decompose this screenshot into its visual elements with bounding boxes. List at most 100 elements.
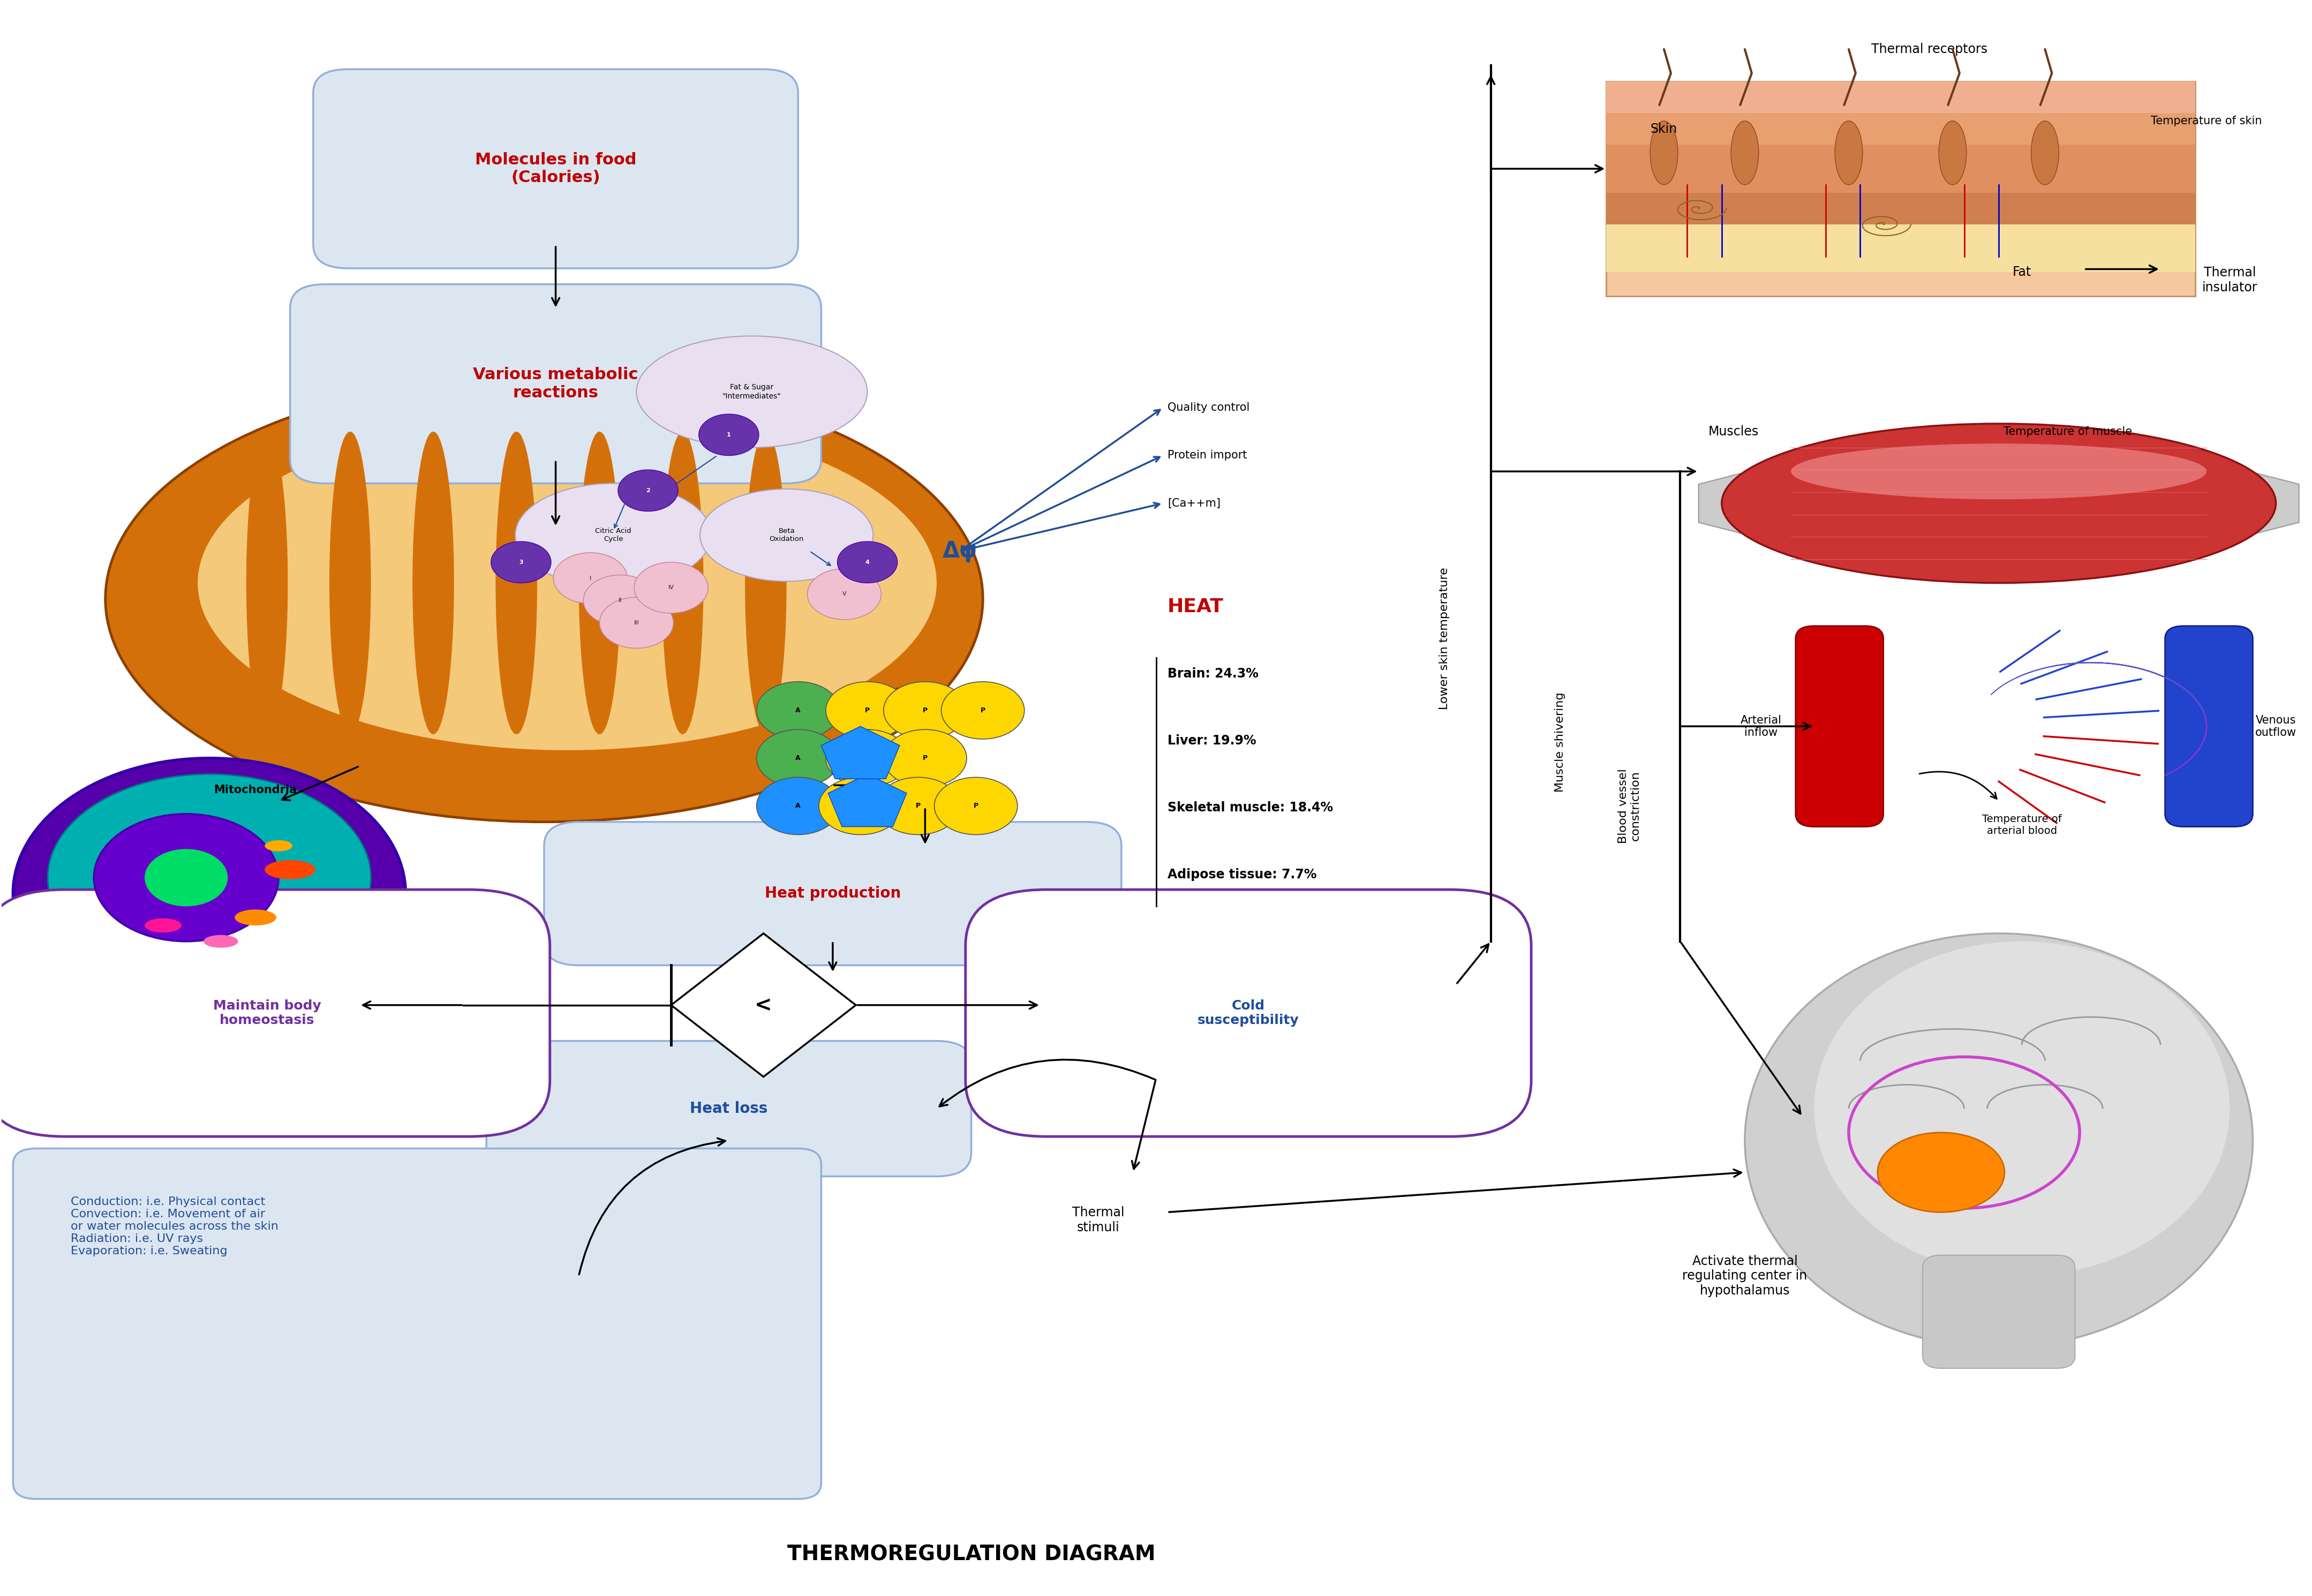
Circle shape [490, 541, 550, 583]
Text: Beta
Oxidation: Beta Oxidation [770, 528, 805, 543]
Ellipse shape [1746, 934, 2252, 1347]
Text: Δψ: Δψ [943, 539, 978, 562]
Polygon shape [1699, 463, 1780, 543]
Text: Temperature of muscle: Temperature of muscle [2005, 426, 2132, 437]
Text: Conduction: i.e. Physical contact
Convection: i.e. Movement of air
or water mole: Conduction: i.e. Physical contact Convec… [72, 1197, 277, 1256]
Ellipse shape [199, 415, 936, 750]
Text: Blood vessel
constriction: Blood vessel constriction [1618, 769, 1642, 843]
Text: Skin: Skin [1651, 123, 1679, 136]
Circle shape [876, 777, 959, 835]
Circle shape [583, 575, 657, 626]
Text: P: P [858, 803, 862, 809]
Ellipse shape [264, 839, 291, 851]
FancyBboxPatch shape [1607, 81, 2194, 297]
Ellipse shape [1722, 423, 2275, 583]
Ellipse shape [328, 431, 370, 734]
Text: Temperature of skin: Temperature of skin [2150, 115, 2261, 126]
FancyBboxPatch shape [2164, 626, 2252, 827]
Circle shape [883, 729, 966, 787]
Text: Brain: 24.3%: Brain: 24.3% [1168, 667, 1258, 680]
Text: II: II [620, 598, 622, 603]
Text: Heat loss: Heat loss [689, 1101, 768, 1116]
Text: Thermal receptors: Thermal receptors [1870, 43, 1988, 56]
Ellipse shape [701, 488, 874, 581]
Text: Heat production: Heat production [765, 886, 902, 902]
Text: Temperature of
arterial blood: Temperature of arterial blood [1981, 814, 2062, 836]
Text: III: III [633, 621, 638, 626]
FancyBboxPatch shape [1607, 145, 2194, 193]
Text: Molecules in food
(Calories): Molecules in food (Calories) [474, 152, 636, 185]
Circle shape [698, 413, 758, 455]
Text: Quality control: Quality control [1168, 402, 1251, 413]
Text: P: P [922, 707, 927, 713]
Circle shape [553, 552, 627, 603]
Circle shape [633, 562, 707, 613]
Text: [Ca++m]: [Ca++m] [1168, 498, 1221, 509]
Circle shape [14, 758, 405, 1029]
Ellipse shape [236, 910, 275, 926]
Polygon shape [828, 774, 906, 827]
Ellipse shape [106, 375, 983, 822]
Ellipse shape [2032, 121, 2058, 185]
Text: Liver: 19.9%: Liver: 19.9% [1168, 734, 1255, 747]
Text: A: A [795, 755, 800, 761]
Text: A: A [795, 803, 800, 809]
Ellipse shape [495, 431, 536, 734]
Ellipse shape [264, 860, 314, 879]
Circle shape [756, 729, 839, 787]
Ellipse shape [412, 431, 453, 734]
Text: Thermal
stimuli: Thermal stimuli [1073, 1207, 1124, 1234]
FancyBboxPatch shape [543, 822, 1121, 966]
Text: Thermal
insulator: Thermal insulator [2201, 267, 2257, 294]
Circle shape [818, 777, 902, 835]
Ellipse shape [1815, 942, 2229, 1275]
Text: 4: 4 [865, 560, 869, 565]
FancyBboxPatch shape [966, 889, 1531, 1136]
FancyBboxPatch shape [1607, 225, 2194, 273]
Text: Citric Acid
Cycle: Citric Acid Cycle [594, 528, 631, 543]
Text: Lower skin temperature: Lower skin temperature [1440, 568, 1450, 710]
FancyBboxPatch shape [1607, 193, 2194, 241]
Text: P: P [865, 707, 869, 713]
Circle shape [941, 681, 1024, 739]
Text: Fat & Sugar
"Intermediates": Fat & Sugar "Intermediates" [724, 383, 781, 401]
Text: IV: IV [668, 586, 675, 591]
Text: 2: 2 [645, 488, 650, 493]
Ellipse shape [1877, 1133, 2005, 1213]
Ellipse shape [516, 484, 712, 587]
Circle shape [617, 469, 677, 511]
Text: P: P [980, 707, 985, 713]
Polygon shape [2217, 463, 2298, 543]
Circle shape [756, 777, 839, 835]
Text: Venous
outflow: Venous outflow [2254, 715, 2296, 737]
Circle shape [807, 568, 881, 619]
Circle shape [934, 777, 1017, 835]
Circle shape [756, 681, 839, 739]
Text: ATP: ATP [885, 686, 918, 702]
FancyBboxPatch shape [289, 284, 821, 484]
Polygon shape [670, 934, 855, 1077]
Ellipse shape [203, 935, 238, 948]
Text: Muscle shivering: Muscle shivering [1554, 693, 1565, 792]
Ellipse shape [1792, 444, 2206, 500]
Ellipse shape [1651, 121, 1679, 185]
FancyBboxPatch shape [1796, 626, 1884, 827]
Text: Various metabolic
reactions: Various metabolic reactions [474, 367, 638, 401]
Text: P: P [922, 755, 927, 761]
Ellipse shape [744, 431, 786, 734]
Circle shape [837, 541, 897, 583]
Circle shape [883, 681, 966, 739]
FancyBboxPatch shape [486, 1041, 971, 1176]
Circle shape [146, 849, 229, 907]
Text: <: < [754, 994, 772, 1015]
FancyBboxPatch shape [1924, 1254, 2074, 1368]
Text: P: P [916, 803, 920, 809]
Ellipse shape [247, 431, 287, 734]
Ellipse shape [661, 431, 703, 734]
Text: Skeletal muscle: 18.4%: Skeletal muscle: 18.4% [1168, 801, 1334, 814]
FancyBboxPatch shape [0, 889, 550, 1136]
Text: Mitochondria: Mitochondria [215, 785, 296, 795]
Text: P: P [973, 803, 978, 809]
Text: Arterial
inflow: Arterial inflow [1741, 715, 1783, 737]
Text: P: P [865, 755, 869, 761]
